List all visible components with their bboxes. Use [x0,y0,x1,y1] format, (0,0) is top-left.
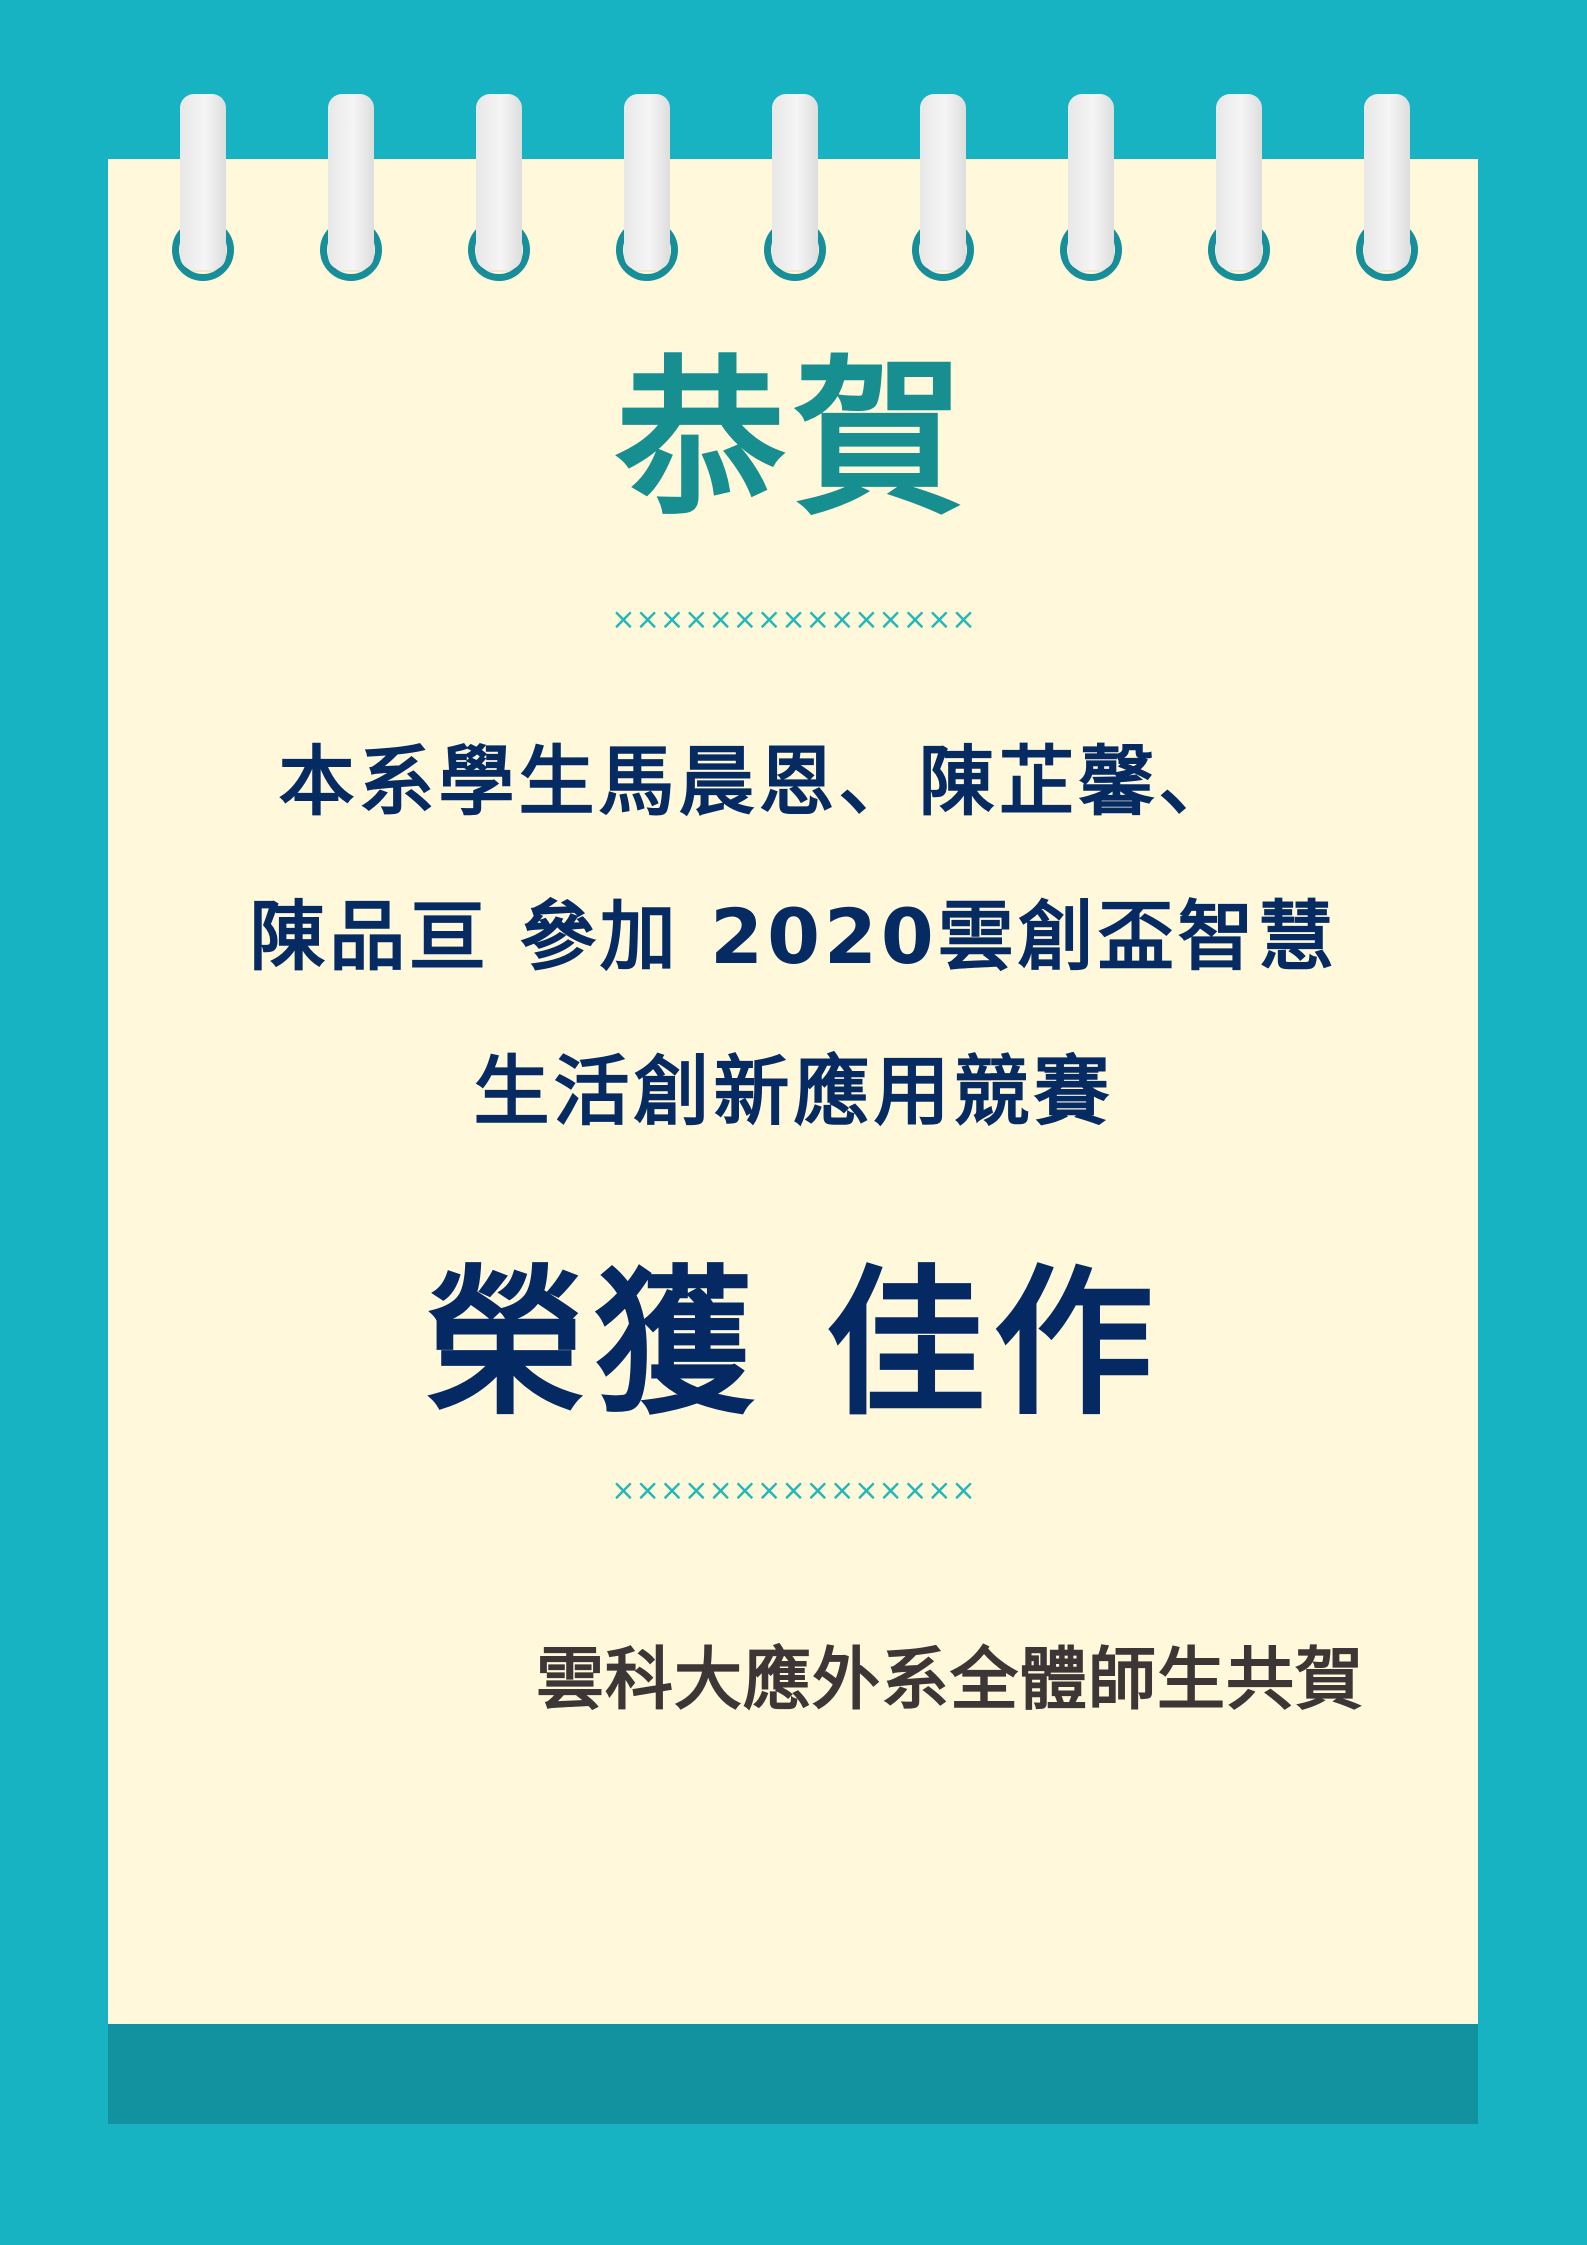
message-line-2: 陳品亘 參加 2020雲創盃智慧 [249,892,1338,981]
congratulations-title: 恭賀 [615,341,972,539]
message-line-1: 本系學生馬晨恩、陳芷馨、 [278,737,1239,826]
notepad-page [108,159,1478,2024]
signature-line: 雲科大應外系全體師生共賀 [536,1641,1365,1720]
spiral-clip-icon [1364,94,1410,270]
spiral-clip-icon [180,94,226,270]
spiral-clip-icon [772,94,818,270]
spiral-clip-icon [920,94,966,270]
spiral-clip-icon [476,94,522,270]
top-divider: ××××××××××××××× [611,602,976,636]
bottom-divider: ××××××××××××××× [611,1473,976,1507]
spiral-clip-icon [1216,94,1262,270]
spiral-clip-icon [328,94,374,270]
award-text: 榮獲 佳作 [425,1250,1162,1437]
notepad-bottom-band [108,2024,1478,2124]
spiral-clip-icon [1068,94,1114,270]
message-line-3: 生活創新應用競賽 [473,1047,1114,1136]
spiral-clip-icon [624,94,670,270]
